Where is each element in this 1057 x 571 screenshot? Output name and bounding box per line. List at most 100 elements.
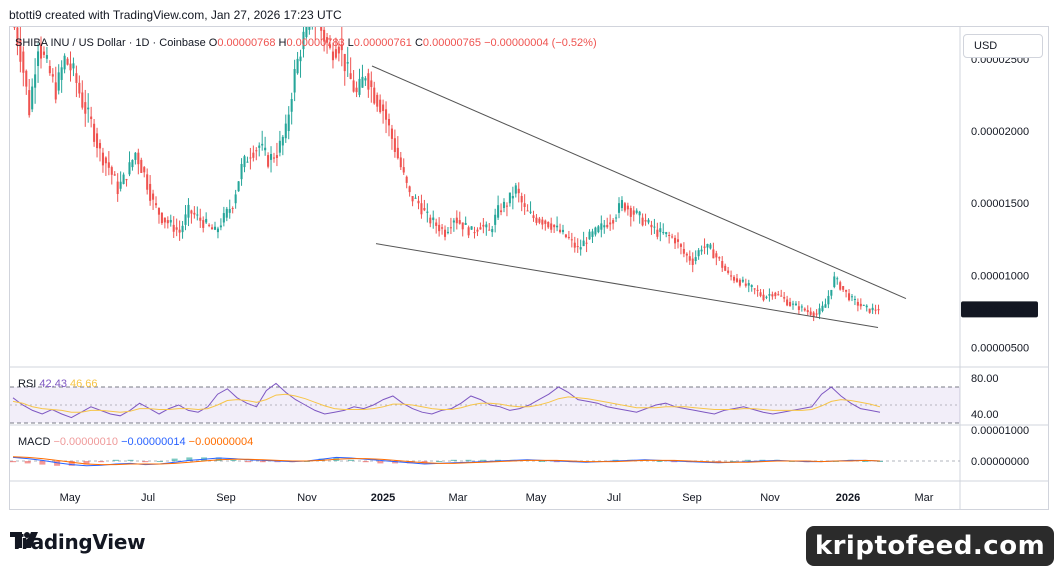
candle-body: [794, 303, 797, 306]
candle-body: [791, 303, 795, 305]
time-tick-label: Nov: [760, 492, 780, 504]
candle-body: [635, 210, 638, 213]
candle-body: [435, 222, 438, 226]
candle-body: [671, 236, 674, 238]
macd-tick-label: 0.00001000: [971, 425, 1029, 437]
candle-body: [735, 278, 739, 282]
candle-body: [609, 222, 612, 225]
time-tick-label: Nov: [297, 492, 317, 504]
candle-body: [470, 226, 473, 230]
candle-body: [715, 253, 718, 258]
legend-value: C: [415, 37, 423, 49]
macd-histogram-bar: [362, 461, 369, 463]
candle-body: [815, 313, 818, 315]
candle-body: [620, 200, 623, 209]
candle-body: [777, 294, 780, 296]
candle-body: [346, 62, 349, 64]
candle-body: [382, 104, 385, 112]
macd-histogram-bar: [215, 457, 222, 461]
candle-body: [228, 209, 231, 213]
candle-body: [756, 289, 759, 291]
candle-body: [66, 58, 69, 65]
candle-body: [57, 72, 60, 91]
candle-body: [703, 246, 706, 248]
candle-body: [429, 217, 432, 224]
candle-body: [467, 227, 470, 236]
candle-body: [222, 213, 225, 223]
candle-body: [184, 214, 187, 225]
macd-histogram-bar: [553, 461, 560, 463]
candle-body: [588, 231, 591, 240]
candle-body: [485, 224, 488, 228]
candle-body: [458, 220, 461, 224]
candle-body: [570, 239, 573, 241]
macd-histogram-bar: [10, 461, 16, 463]
candle-body: [281, 136, 284, 146]
price-tick-label: 0.00002000: [971, 126, 1029, 138]
candle-body: [101, 152, 104, 166]
candle-body: [438, 224, 441, 232]
time-tick-label: Sep: [216, 492, 236, 504]
candle-body: [585, 242, 588, 244]
candle-body: [623, 203, 626, 211]
candle-body: [157, 208, 161, 215]
candle-body: [520, 196, 523, 203]
legend-value: O: [209, 37, 218, 49]
macd-histogram-bar: [877, 461, 883, 462]
time-tick-label: Mar: [449, 492, 468, 504]
macd-histogram-bar: [494, 459, 501, 461]
candle-body: [517, 188, 520, 194]
currency-button[interactable]: USD: [963, 34, 1043, 58]
legend-value: SHIBA INU / US Dollar · 1D · Coinbase: [15, 37, 209, 49]
candle-body: [367, 73, 370, 90]
candle-body: [662, 232, 665, 234]
candle-body: [629, 208, 632, 217]
candle-body: [688, 256, 691, 261]
candle-body: [125, 179, 128, 181]
candle-body: [96, 133, 99, 149]
macd-legend: MACD −0.00000010 −0.00000014 −0.00000004: [18, 436, 253, 448]
candle-body: [564, 234, 567, 238]
candle-body: [514, 185, 517, 194]
macd-histogram-bar: [480, 459, 487, 461]
price-tick-label: 0.00000500: [971, 343, 1029, 355]
candle-body: [293, 69, 296, 93]
macd-histogram-bar: [744, 459, 751, 461]
candle-body: [712, 249, 715, 259]
candle-body: [299, 56, 302, 62]
candle-body: [732, 276, 736, 281]
macd-histogram-bar: [39, 461, 46, 465]
legend-value: 0.00000765: [423, 37, 484, 49]
macd-histogram-bar: [465, 459, 472, 461]
legend-value: 0.00000768: [217, 37, 278, 49]
candle-body: [249, 157, 252, 159]
candle-body: [255, 150, 258, 152]
candle-body: [812, 312, 815, 317]
candle-body: [16, 27, 19, 46]
candle-body: [63, 55, 66, 70]
candle-body: [567, 236, 570, 238]
macd-series-line: [12, 456, 881, 466]
candle-body: [364, 78, 367, 81]
candle-body: [473, 232, 476, 234]
candle-body: [264, 147, 267, 151]
candle-body: [134, 152, 137, 160]
candle-body: [750, 285, 753, 287]
macd-histogram-bar: [450, 459, 457, 461]
chart-panel[interactable]: 0.00002500 0.00002000 0.00001500 0.00001000…: [9, 26, 1049, 510]
candle-body: [166, 220, 169, 224]
candle-body: [261, 143, 264, 146]
candle-body: [72, 63, 75, 69]
candle-body: [738, 279, 741, 286]
candle-body: [119, 181, 122, 189]
macd-histogram-bar: [24, 461, 31, 464]
candle-body: [494, 214, 497, 225]
candle-body: [502, 201, 506, 209]
candle-body: [193, 212, 196, 215]
macd-histogram-bar: [230, 459, 237, 461]
macd-histogram-bar: [156, 461, 163, 462]
macd-histogram-bar: [274, 461, 281, 463]
candle-body: [491, 229, 494, 233]
candle-body: [128, 162, 131, 175]
candle-body: [25, 70, 28, 87]
